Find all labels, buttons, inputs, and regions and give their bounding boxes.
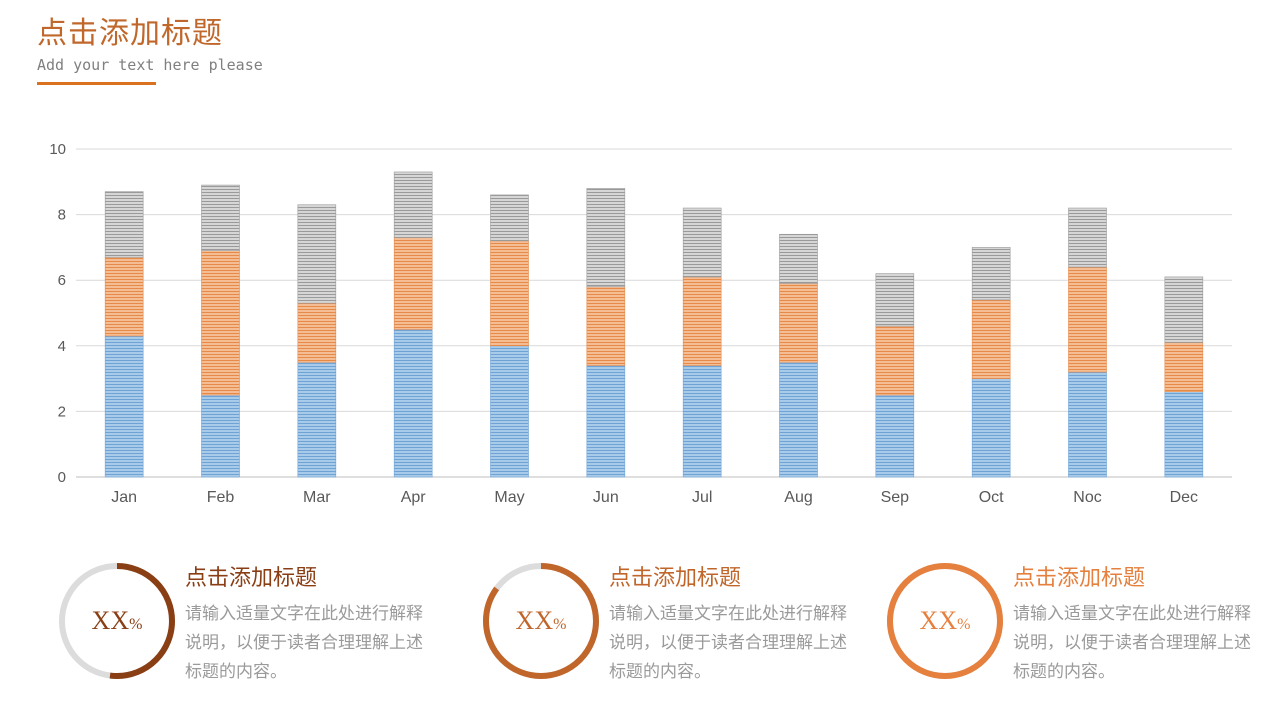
bar-segment-series-3: [1164, 276, 1204, 343]
bar-segment-series-1: [393, 329, 433, 478]
y-tick-label: 8: [58, 207, 66, 224]
bar-segment-series-3: [104, 191, 144, 258]
bar-segment-series-3: [586, 188, 626, 288]
stat-card-1: XX% 点击添加标题 请输入适量文字在此处进行解释说明，以便于读者合理理解上述标…: [56, 556, 456, 686]
ring-percent: XX%: [515, 606, 567, 635]
card-title: 点击添加标题: [185, 566, 318, 591]
bar-segment-series-3: [490, 194, 529, 242]
x-tick-label: Oct: [979, 489, 1004, 506]
progress-ring: [887, 563, 1003, 679]
x-tick-label: Mar: [303, 489, 331, 506]
bar-segment-series-2: [682, 276, 722, 366]
bar-segment-series-3: [393, 171, 433, 238]
bar-segment-series-1: [971, 378, 1011, 478]
ring-percent: XX%: [919, 606, 971, 635]
bar-segment-series-1: [104, 335, 144, 478]
bar-segment-series-2: [1164, 342, 1204, 393]
x-tick-label: Sep: [881, 489, 910, 506]
bar-segment-series-2: [297, 302, 337, 363]
card-title: 点击添加标题: [1013, 566, 1146, 591]
bar-segment-series-3: [779, 233, 818, 284]
y-tick-label: 6: [58, 272, 66, 289]
bar-segment-series-1: [297, 361, 337, 478]
bar-segment-series-2: [971, 299, 1011, 379]
bar-segment-series-3: [297, 204, 337, 304]
bar-segment-series-2: [875, 325, 915, 396]
stacked-bar-chart: 0 2 4 6 8 10 Jan Feb Mar Apr May Jun Jul Aug Sep Oct Noc…: [49, 141, 1232, 506]
bar-segment-series-2: [779, 283, 818, 363]
x-tick-label: May: [494, 489, 524, 506]
x-tick-label: Noc: [1073, 489, 1101, 506]
stat-card-2: XX% 点击添加标题 请输入适量文字在此处进行解释说明，以便于读者合理理解上述标…: [480, 556, 880, 686]
x-tick-label: Jan: [111, 489, 137, 506]
card-description: 请输入适量文字在此处进行解释说明，以便于读者合理理解上述标题的内容。: [609, 604, 847, 682]
x-tick-label: Apr: [401, 489, 427, 506]
stat-card-3: XX% 点击添加标题 请输入适量文字在此处进行解释说明，以便于读者合理理解上述标…: [884, 556, 1280, 686]
bar-segment-series-2: [1068, 266, 1107, 373]
y-tick-label: 4: [58, 338, 66, 355]
progress-ring: [59, 563, 175, 679]
bar-segment-series-2: [490, 240, 529, 347]
x-tick-label: Jun: [593, 489, 619, 506]
bar-segment-series-1: [201, 394, 240, 478]
x-tick-label: Dec: [1170, 489, 1198, 506]
bar-segment-series-1: [1164, 391, 1204, 478]
title-underline: [37, 82, 156, 85]
bar-segment-series-1: [1068, 371, 1107, 478]
bar-segment-series-1: [779, 361, 818, 478]
bar-segment-series-2: [201, 250, 240, 396]
bar-segment-series-1: [875, 394, 915, 478]
x-tick-label: Aug: [784, 489, 812, 506]
bar-segment-series-1: [490, 345, 529, 478]
y-tick-label: 10: [49, 141, 66, 158]
y-tick-label: 2: [58, 403, 66, 420]
card-description: 请输入适量文字在此处进行解释说明，以便于读者合理理解上述标题的内容。: [185, 604, 423, 682]
bar-segment-series-3: [682, 207, 722, 278]
card-title: 点击添加标题: [609, 566, 742, 591]
bar-segment-series-3: [875, 273, 915, 327]
x-tick-label: Feb: [207, 489, 235, 506]
page-subtitle: Add your text here please: [37, 56, 263, 74]
bar-segment-series-1: [682, 365, 722, 478]
bar-segment-series-3: [201, 184, 240, 251]
bar-segment-series-1: [586, 365, 626, 478]
bar-segment-series-2: [586, 286, 626, 366]
card-description: 请输入适量文字在此处进行解释说明，以便于读者合理理解上述标题的内容。: [1013, 604, 1251, 682]
progress-ring: [483, 563, 599, 679]
bar-segment-series-3: [971, 247, 1011, 301]
page-title: 点击添加标题: [37, 16, 223, 51]
ring-percent: XX%: [91, 606, 143, 635]
x-tick-label: Jul: [692, 489, 712, 506]
bar-segment-series-2: [393, 237, 433, 330]
bar-segment-series-3: [1068, 207, 1107, 268]
bar-segment-series-2: [104, 256, 144, 337]
y-tick-label: 0: [58, 469, 66, 486]
